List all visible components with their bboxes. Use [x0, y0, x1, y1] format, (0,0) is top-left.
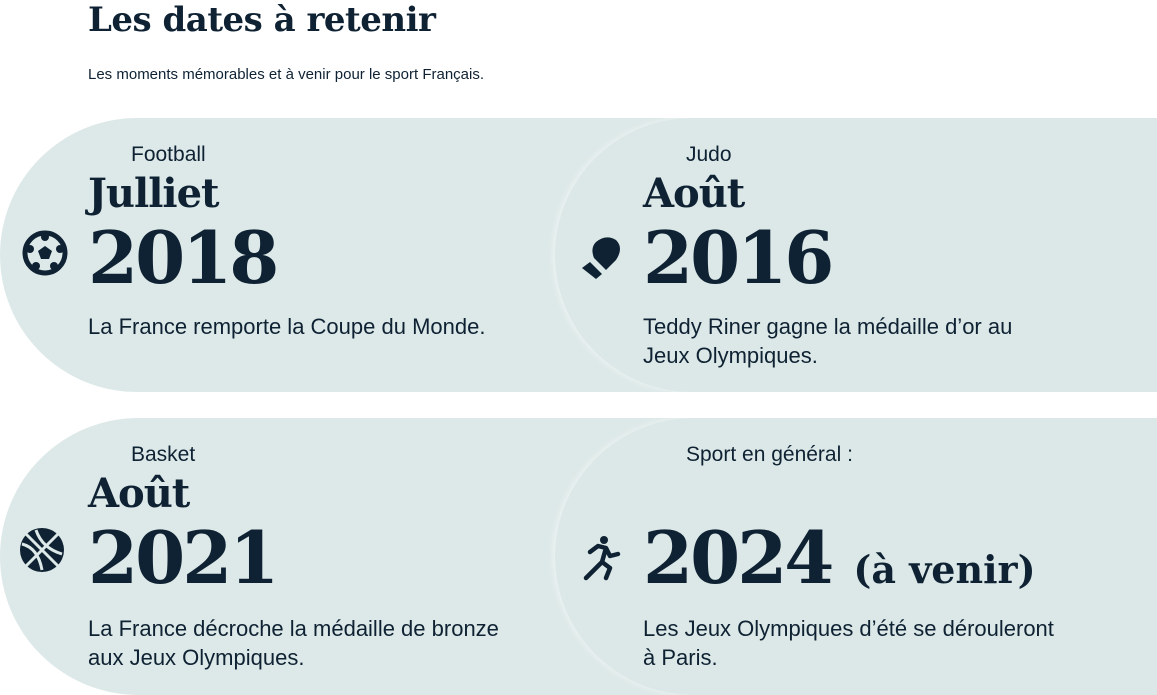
card-year: 2018 [88, 222, 279, 294]
page-subtitle: Les moments mémorables et à venir pour l… [88, 66, 484, 83]
page-title: Les dates à retenir [88, 0, 436, 40]
year-value: 2018 [88, 215, 279, 300]
card-description: Les Jeux Olympiques d’été se dérouleront… [643, 616, 1054, 670]
card-year: 2016 [643, 222, 834, 294]
card-month: Août [643, 170, 745, 217]
year-value: 2016 [643, 215, 834, 300]
soccer-ball-icon [22, 230, 68, 276]
year-note: (à venir) [853, 547, 1036, 592]
card-category: Football [131, 143, 206, 166]
card-year: 2024 (à venir) [643, 522, 1036, 594]
card-description: La France remporte la Coupe du Monde. [88, 314, 486, 339]
card-month: Julliet [88, 170, 220, 217]
card-category: Judo [686, 143, 732, 166]
year-value: 2021 [88, 515, 279, 600]
year-value: 2024 [643, 515, 834, 600]
card-description: Teddy Riner gagne la médaille d’or au Je… [643, 314, 1013, 368]
card-month: Août [88, 470, 190, 517]
glove-icon [582, 237, 620, 279]
basketball-icon [20, 528, 64, 572]
card-sport [555, 418, 1157, 695]
card-year: 2021 [88, 522, 279, 594]
card-category: Sport en général : [686, 443, 853, 466]
card-description: La France décroche la médaille de bronze… [88, 616, 499, 670]
card-judo [555, 118, 1157, 392]
runner-icon [583, 536, 621, 581]
card-category: Basket [131, 443, 196, 466]
